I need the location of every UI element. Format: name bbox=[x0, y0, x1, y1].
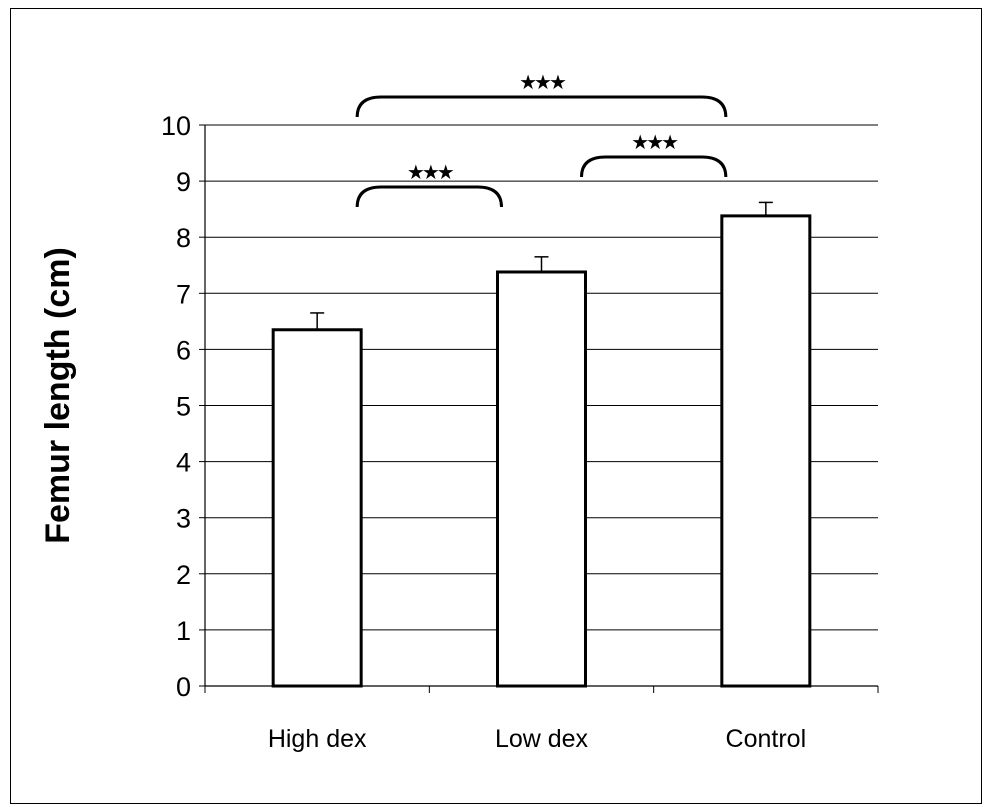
bar bbox=[496, 270, 587, 688]
y-tick-label: 5 bbox=[176, 392, 191, 422]
y-tick-label: 6 bbox=[176, 335, 191, 365]
y-tick-labels: 0 1 2 3 4 5 6 7 8 9 10 bbox=[161, 111, 191, 702]
y-tick-label: 10 bbox=[161, 111, 191, 141]
bars bbox=[271, 214, 812, 688]
significance-bracket bbox=[355, 185, 503, 208]
x-tick-label: Low dex bbox=[495, 725, 589, 753]
y-tick-label: 8 bbox=[176, 223, 191, 253]
significance-label: ★★★ bbox=[407, 160, 454, 184]
x-tick-label: High dex bbox=[268, 725, 367, 753]
y-tick-label: 0 bbox=[176, 672, 191, 702]
y-tick-label: 3 bbox=[176, 504, 191, 534]
significance-bracket bbox=[355, 95, 728, 118]
bar bbox=[271, 328, 363, 688]
x-tick-labels: High dex Low dex Control bbox=[268, 725, 806, 753]
significance-brackets: ★★★ ★★★ ★★★ bbox=[355, 70, 728, 208]
bar bbox=[720, 214, 812, 688]
significance-bracket bbox=[580, 155, 728, 178]
y-axis-label: Femur length (cm) bbox=[39, 247, 77, 544]
chart-frame: 0 1 2 3 4 5 6 7 8 9 10 High dex Low dex Control ★★★ ★… bbox=[10, 8, 982, 804]
error-bars bbox=[310, 201, 773, 330]
x-tick-label: Control bbox=[726, 725, 807, 753]
y-tick-label: 9 bbox=[176, 167, 191, 197]
significance-label: ★★★ bbox=[519, 70, 566, 94]
y-tick-label: 2 bbox=[176, 560, 191, 590]
y-tick-label: 7 bbox=[176, 279, 191, 309]
y-tick-label: 1 bbox=[176, 616, 191, 646]
significance-label: ★★★ bbox=[631, 130, 678, 154]
y-tick-label: 4 bbox=[176, 448, 191, 478]
